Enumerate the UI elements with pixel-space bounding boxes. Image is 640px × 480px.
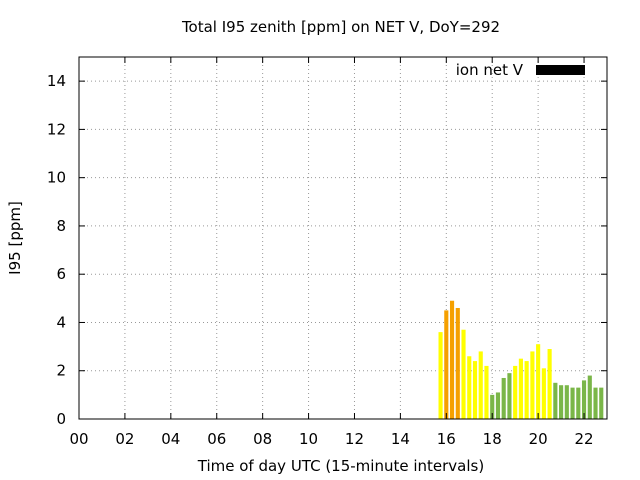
- y-tick-label: 0: [56, 410, 66, 428]
- y-tick-label: 8: [56, 217, 66, 235]
- bar: [495, 392, 501, 419]
- bar: [559, 385, 564, 419]
- bar: [478, 351, 483, 419]
- bar: [472, 361, 478, 419]
- legend-label: ion net V: [456, 61, 524, 79]
- x-tick-label: 20: [529, 430, 548, 448]
- plot-frame: [78, 56, 608, 420]
- x-tick-label: 16: [437, 430, 456, 448]
- y-axis-label: I95 [ppm]: [6, 201, 24, 275]
- bar: [530, 351, 535, 419]
- y-tick-label: 2: [56, 362, 66, 380]
- bar: [599, 387, 604, 419]
- x-tick-label: 00: [69, 430, 88, 448]
- bar: [513, 365, 518, 419]
- y-tick-label: 4: [56, 313, 66, 331]
- bar: [438, 332, 443, 419]
- y-tick-label: 14: [47, 72, 66, 90]
- bar: [484, 365, 489, 419]
- x-tick-label: 10: [299, 430, 318, 448]
- bar: [553, 382, 558, 419]
- grid-lines: [79, 57, 607, 419]
- x-tick-label: 12: [345, 430, 364, 448]
- chart-title: Total I95 zenith [ppm] on NET V, DoY=292: [181, 18, 500, 36]
- y-tick-label: 6: [56, 265, 66, 283]
- y-tick-label: 10: [47, 169, 66, 187]
- x-tick-label: 02: [115, 430, 134, 448]
- bar: [536, 344, 541, 419]
- bar-series: [438, 300, 604, 419]
- bar: [507, 373, 512, 419]
- bar: [524, 361, 529, 419]
- bar: [490, 394, 495, 419]
- bar: [593, 387, 598, 419]
- bar: [587, 375, 592, 419]
- bar: [444, 310, 449, 419]
- x-tick-label: 22: [574, 430, 593, 448]
- bar: [461, 329, 466, 419]
- x-tick-label: 06: [207, 430, 226, 448]
- legend: ion net V: [456, 61, 585, 79]
- x-tick-label: 08: [253, 430, 272, 448]
- x-axis-label: Time of day UTC (15-minute intervals): [197, 457, 484, 475]
- bar: [501, 377, 506, 419]
- x-tick-label: 18: [483, 430, 502, 448]
- x-tick-label: 14: [391, 430, 410, 448]
- bar: [570, 387, 575, 419]
- x-tick-label: 04: [161, 430, 180, 448]
- bar: [576, 387, 581, 419]
- legend-swatch: [536, 65, 585, 75]
- bar: [541, 368, 546, 419]
- bar: [518, 358, 523, 419]
- bar: [547, 349, 552, 419]
- bar: [581, 380, 587, 419]
- bar: [564, 385, 569, 419]
- bar: [455, 307, 460, 419]
- bar: [467, 356, 472, 419]
- y-tick-label: 12: [47, 120, 66, 138]
- bar: [449, 300, 455, 419]
